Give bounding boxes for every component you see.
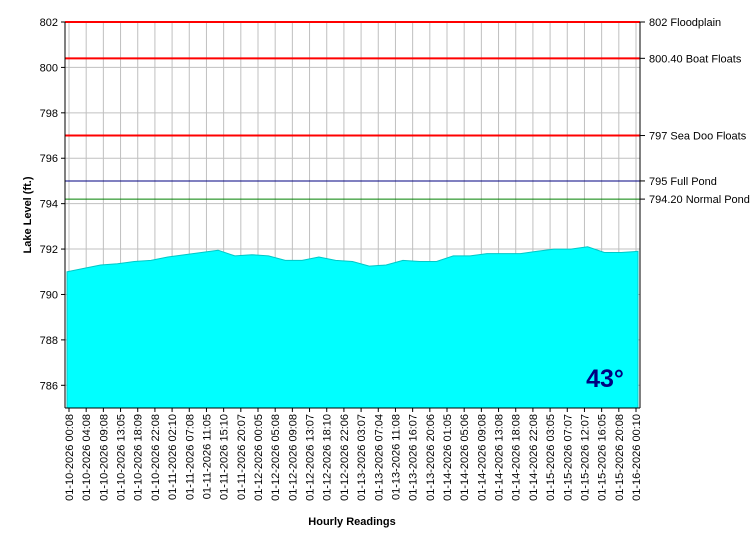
x-tick-label: 01-11-2026 15:10 [219,414,231,500]
reference-lines [65,21,640,200]
reference-label: 797 Sea Doo Floats [649,131,747,143]
x-tick-label: 01-14-2026 22:08 [528,414,540,501]
x-tick-label: 01-14-2026 09:08 [476,414,488,501]
x-tick-label: 01-10-2026 22:08 [150,414,162,501]
x-tick-label: 01-13-2026 03:07 [356,414,368,501]
x-tick-label: 01-10-2026 18:09 [133,414,145,501]
y-tick-label: 790 [40,289,58,301]
temperature-badge-background [578,356,632,398]
x-tick-label: 01-12-2026 09:08 [287,414,299,501]
x-tick-label: 01-12-2026 05:08 [270,414,282,501]
x-tick-label: 01-10-2026 00:08 [64,414,76,501]
y-tick-label: 800 [40,62,58,74]
x-tick-label: 01-12-2026 18:10 [322,414,334,501]
x-tick-label: 01-14-2026 13:08 [494,414,506,501]
series-area-fill [66,246,639,409]
x-tick-label: 01-12-2026 13:07 [305,414,317,501]
reference-label: 802 Floodplain [649,17,721,29]
x-tick-label: 01-11-2026 11:05 [201,414,213,499]
x-tick-label: 01-13-2026 20:06 [425,414,437,501]
x-tick-label: 01-16-2026 00:10 [631,414,643,501]
x-tick-label: 01-14-2026 18:08 [511,414,523,501]
x-tick-label: 01-12-2026 00:05 [253,414,265,501]
axes [64,22,641,409]
y-axis-title: Lake Level (ft.) [22,176,34,253]
temperature-value: 43° [586,365,624,393]
x-tick-label: 01-14-2026 01:05 [442,414,454,501]
y-tick-label: 792 [40,244,58,256]
x-tick-label: 01-15-2026 07:07 [562,414,574,501]
series-area [66,246,639,409]
x-tick-label: 01-11-2026 07:08 [184,414,196,500]
reference-label: 800.40 Boat Floats [649,53,742,65]
y-tick-label: 788 [40,335,58,347]
reference-labels: 802 Floodplain 800.40 Boat Floats 797 Sea … [640,17,750,206]
x-tick-labels: 01-10-2026 00:08 01-10-2026 04:08 01-10-20… [64,408,643,501]
x-tick-label: 01-13-2026 16:07 [408,414,420,501]
x-tick-label: 01-13-2026 11:08 [390,414,402,500]
reference-label: 795 Full Pond [649,176,717,188]
y-tick-label: 796 [40,153,58,165]
x-tick-label: 01-13-2026 07:04 [373,414,385,501]
x-tick-label: 01-15-2026 12:07 [579,414,591,501]
x-tick-label: 01-14-2026 05:06 [459,414,471,501]
reference-label: 794.20 Normal Pond [649,194,750,206]
y-tick-labels: 786 788 790 792 794 796 798 800 802 [40,17,65,392]
temperature-badge: 43° [578,356,632,398]
y-tick-label: 794 [40,199,58,211]
y-tick-label: 798 [40,108,58,120]
x-tick-label: 01-12-2026 22:06 [339,414,351,501]
x-tick-label: 01-10-2026 09:08 [98,414,110,501]
x-tick-label: 01-15-2026 20:08 [614,414,626,501]
y-tick-label: 786 [40,380,58,392]
x-tick-label: 01-10-2026 13:05 [116,414,128,501]
x-tick-label: 01-10-2026 04:08 [81,414,93,501]
x-tick-label: 01-15-2026 03:05 [545,414,557,501]
y-tick-label: 802 [40,17,58,29]
x-tick-label: 01-15-2026 16:05 [597,414,609,501]
x-axis-title: Hourly Readings [308,516,395,528]
x-tick-label: 01-11-2026 02:10 [167,414,179,500]
x-tick-label: 01-11-2026 20:07 [236,414,248,500]
